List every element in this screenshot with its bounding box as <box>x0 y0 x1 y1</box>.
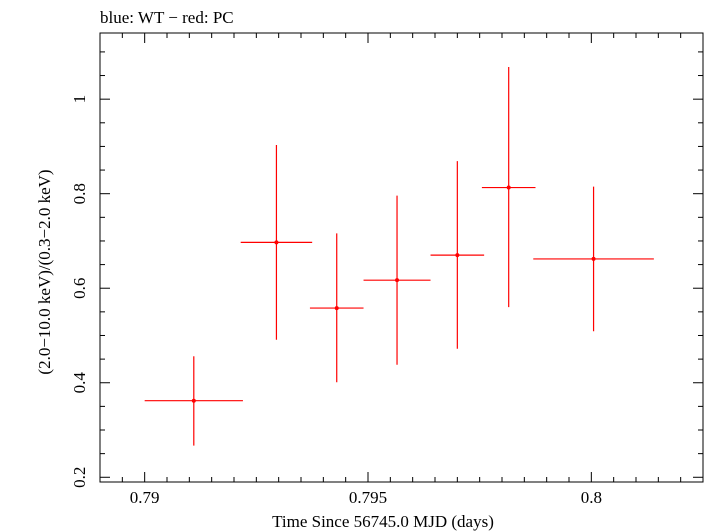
point-marker <box>274 240 279 245</box>
data-point <box>144 356 243 446</box>
point-marker <box>591 256 596 261</box>
y-tick-label: 0.2 <box>70 467 89 488</box>
data-point <box>481 67 536 308</box>
y-tick-label: 1 <box>70 95 89 104</box>
x-axis-label: Time Since 56745.0 MJD (days) <box>272 512 494 531</box>
data-point <box>533 186 654 332</box>
point-marker <box>455 253 460 258</box>
y-axis-label: (2.0−10.0 keV)/(0.3−2.0 keV) <box>35 169 54 374</box>
data-point <box>430 161 485 349</box>
x-tick-label: 0.79 <box>130 488 160 507</box>
chart-title: blue: WT − red: PC <box>100 8 234 27</box>
y-tick-label: 0.4 <box>70 372 89 394</box>
x-tick-label: 0.8 <box>581 488 602 507</box>
point-marker <box>395 278 400 283</box>
point-marker <box>506 185 511 190</box>
plot-frame <box>99 32 704 483</box>
y-tick-label: 0.8 <box>70 183 89 204</box>
data-point <box>309 233 364 383</box>
axis-ticks <box>100 33 703 482</box>
data-point <box>363 195 431 365</box>
y-tick-label: 0.6 <box>70 278 89 299</box>
point-marker <box>334 306 339 311</box>
x-tick-label: 0.795 <box>349 488 387 507</box>
data-layer <box>144 67 654 446</box>
point-marker <box>191 398 196 403</box>
tick-labels: 0.79 0.795 0.8 0.2 0.4 0.6 0.8 1 <box>70 95 602 507</box>
data-point <box>240 145 313 340</box>
